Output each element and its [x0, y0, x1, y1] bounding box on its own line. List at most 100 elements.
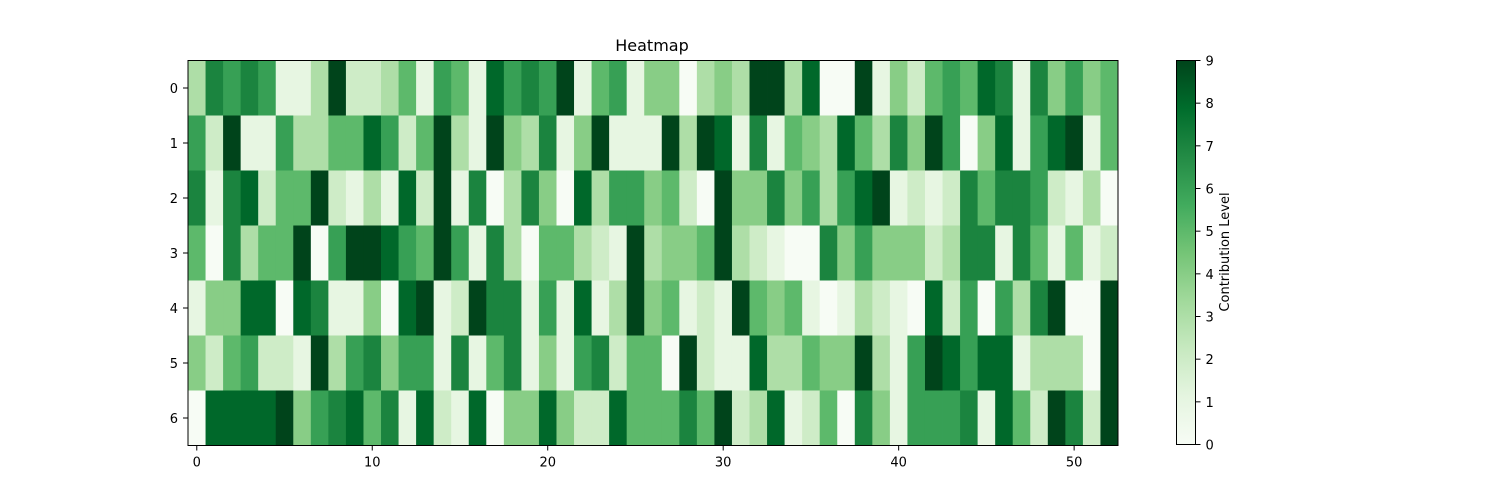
heatmap-cell-r5-c41 [907, 335, 926, 391]
heatmap-cell-r2-c20 [538, 170, 557, 226]
heatmap-cell-r5-c9 [345, 335, 364, 391]
heatmap-cell-r0-c51 [1082, 60, 1101, 116]
heatmap-cell-r0-c1 [205, 60, 224, 116]
heatmap-cell-r2-c43 [942, 170, 961, 226]
heatmap-cell-r0-c34 [784, 60, 803, 116]
heatmap-cell-r3-c2 [223, 225, 242, 281]
heatmap-cell-r4-c4 [258, 280, 277, 336]
heatmap-cell-r3-c46 [995, 225, 1014, 281]
heatmap-cell-r1-c30 [714, 115, 733, 171]
heatmap-cell-r4-c25 [626, 280, 645, 336]
heatmap-cell-r4-c42 [924, 280, 943, 336]
heatmap-cell-r3-c38 [854, 225, 873, 281]
heatmap-cell-r4-c10 [363, 280, 382, 336]
heatmap-cell-r6-c24 [609, 390, 628, 446]
heatmap-cell-r6-c39 [872, 390, 891, 446]
heatmap-cell-r5-c40 [889, 335, 908, 391]
heatmap-cell-r6-c36 [819, 390, 838, 446]
heatmap-cell-r2-c24 [609, 170, 628, 226]
heatmap-cell-r6-c25 [626, 390, 645, 446]
heatmap-cell-r3-c47 [1012, 225, 1031, 281]
heatmap-cell-r0-c13 [416, 60, 435, 116]
heatmap-cell-r4-c16 [468, 280, 487, 336]
heatmap-cell-r5-c45 [977, 335, 996, 391]
heatmap-cell-r4-c35 [802, 280, 821, 336]
heatmap-cell-r6-c47 [1012, 390, 1031, 446]
heatmap-cell-r1-c24 [609, 115, 628, 171]
heatmap-cell-r6-c42 [924, 390, 943, 446]
heatmap-cell-r3-c40 [889, 225, 908, 281]
heatmap-cell-r4-c1 [205, 280, 224, 336]
heatmap-cell-r3-c28 [679, 225, 698, 281]
heatmap-cell-r4-c21 [556, 280, 575, 336]
heatmap-cell-r4-c27 [661, 280, 680, 336]
heatmap-cell-r5-c0 [188, 335, 206, 391]
heatmap-cell-r5-c1 [205, 335, 224, 391]
heatmap-cell-r3-c21 [556, 225, 575, 281]
heatmap-cell-r4-c3 [240, 280, 259, 336]
heatmap-cell-r3-c14 [433, 225, 452, 281]
heatmap-cell-r0-c31 [731, 60, 750, 116]
heatmap-cell-r5-c24 [609, 335, 628, 391]
heatmap-cell-r5-c42 [924, 335, 943, 391]
heatmap-cell-r5-c3 [240, 335, 259, 391]
x-tick-label-40: 40 [890, 456, 907, 471]
heatmap-cell-r4-c26 [644, 280, 663, 336]
heatmap-cell-r1-c31 [731, 115, 750, 171]
heatmap-cell-r6-c9 [345, 390, 364, 446]
heatmap-cell-r4-c19 [521, 280, 540, 336]
heatmap-cell-r2-c26 [644, 170, 663, 226]
heatmap-cell-r4-c40 [889, 280, 908, 336]
heatmap-cell-r0-c15 [451, 60, 470, 116]
colorbar-tick-label-0: 0 [1206, 439, 1214, 454]
heatmap-cell-r4-c24 [609, 280, 628, 336]
heatmap-cell-r1-c38 [854, 115, 873, 171]
heatmap-cell-r5-c5 [275, 335, 294, 391]
y-tick-label-6: 6 [170, 412, 178, 427]
colorbar: 0 1 2 3 4 5 6 7 8 9 Contribution Level [1176, 55, 1233, 454]
heatmap-cell-r6-c51 [1082, 390, 1101, 446]
y-tick-label-0: 0 [170, 82, 178, 97]
heatmap-cell-r0-c26 [644, 60, 663, 116]
heatmap-cell-r4-c14 [433, 280, 452, 336]
heatmap-cell-r4-c22 [574, 280, 592, 336]
heatmap-cell-r3-c1 [205, 225, 224, 281]
heatmap-cell-r2-c47 [1012, 170, 1031, 226]
heatmap-cell-r6-c27 [661, 390, 680, 446]
heatmap-cell-r1-c1 [205, 115, 224, 171]
heatmap-cell-r0-c40 [889, 60, 908, 116]
heatmap-cell-r5-c23 [591, 335, 610, 391]
heatmap-cell-r1-c2 [223, 115, 242, 171]
heatmap-cell-r4-c33 [767, 280, 786, 336]
heatmap-cell-r4-c48 [1030, 280, 1049, 336]
heatmap-cell-r4-c46 [995, 280, 1014, 336]
heatmap-cell-r3-c5 [275, 225, 294, 281]
heatmap-cell-r1-c25 [626, 115, 645, 171]
heatmap-cell-r4-c2 [223, 280, 242, 336]
heatmap-cell-r6-c34 [784, 390, 803, 446]
heatmap-cell-r3-c30 [714, 225, 733, 281]
heatmap-cell-r6-c18 [503, 390, 522, 446]
heatmap-cell-r6-c45 [977, 390, 996, 446]
heatmap-cell-r3-c33 [767, 225, 786, 281]
heatmap-cell-r4-c23 [591, 280, 610, 336]
heatmap-cell-r4-c7 [310, 280, 329, 336]
colorbar-tick-label-9: 9 [1206, 55, 1214, 70]
heatmap-cell-r1-c51 [1082, 115, 1101, 171]
heatmap-cell-r2-c46 [995, 170, 1014, 226]
heatmap-cell-r3-c52 [1100, 225, 1119, 281]
heatmap-cell-r5-c28 [679, 335, 698, 391]
heatmap-cell-r5-c11 [381, 335, 399, 391]
heatmap-cell-r4-c44 [960, 280, 979, 336]
heatmap-cell-r6-c16 [468, 390, 487, 446]
heatmap-cell-r6-c48 [1030, 390, 1049, 446]
heatmap-cell-r4-c8 [328, 280, 347, 336]
heatmap-cell-r4-c31 [731, 280, 750, 336]
heatmap-cell-r1-c14 [433, 115, 452, 171]
heatmap-cell-r1-c41 [907, 115, 926, 171]
heatmap-cell-r1-c3 [240, 115, 259, 171]
heatmap-cell-r3-c31 [731, 225, 750, 281]
heatmap-cell-r0-c18 [503, 60, 522, 116]
heatmap-cell-r2-c32 [749, 170, 768, 226]
